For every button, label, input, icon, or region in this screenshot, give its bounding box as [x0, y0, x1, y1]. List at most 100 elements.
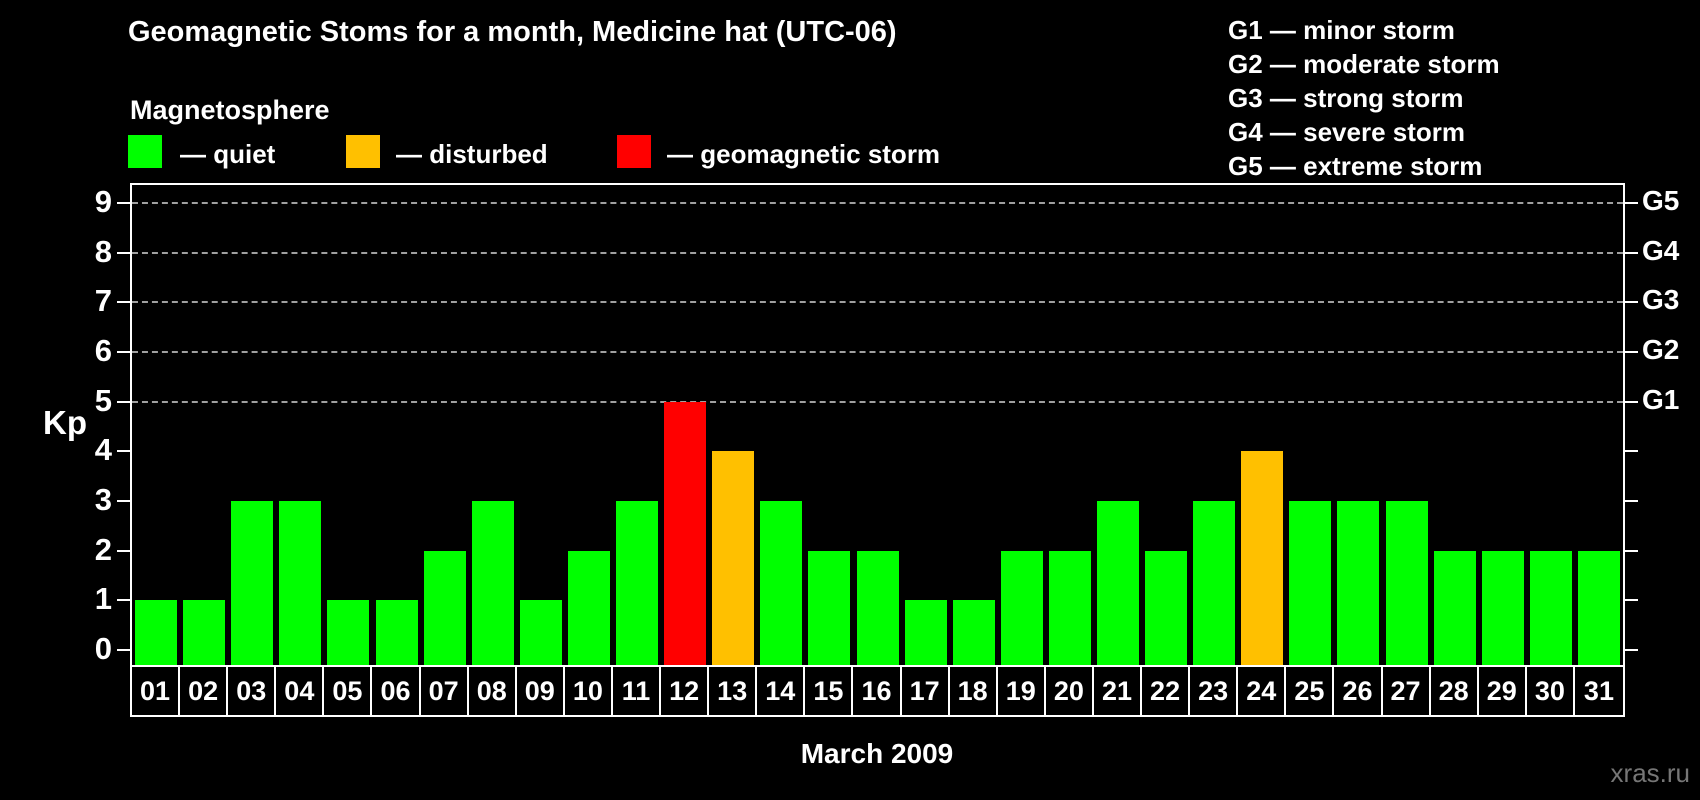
kp-bar-day11	[616, 501, 659, 665]
kp-bar-day16	[856, 550, 899, 665]
left-axis-tick-9	[117, 201, 130, 204]
legend-label-quiet: — quiet	[180, 139, 276, 169]
day-cell-28: 28	[1430, 667, 1479, 715]
right-axis-tick-5	[1625, 400, 1638, 403]
day-cell-05: 05	[324, 667, 373, 715]
left-axis-tick-3	[117, 499, 130, 502]
left-axis-tick-4	[117, 450, 130, 453]
kp-bar-day24	[1241, 451, 1284, 665]
kp-bar-day18	[952, 600, 995, 665]
x-axis-day-row: 01 02 03 04 05 06 07 08 09 10 11 12 13 14 15 16 17 18 19 20…	[130, 665, 1625, 717]
y-axis-title: Kp	[43, 404, 87, 441]
day-cell-04: 04	[276, 667, 325, 715]
right-axis-tick-1	[1625, 599, 1638, 602]
kp-bar-day04	[279, 501, 322, 665]
left-axis-tick-6	[117, 350, 130, 353]
day-cell-26: 26	[1334, 667, 1383, 715]
day-cell-12: 12	[661, 667, 710, 715]
right-axis-label-G4: G4	[1642, 234, 1680, 266]
day-cell-13: 13	[709, 667, 758, 715]
kp-bar-day13	[712, 451, 755, 665]
day-cell-21: 21	[1093, 667, 1143, 715]
kp-bar-day30	[1529, 550, 1572, 665]
left-axis-tick-0	[117, 649, 130, 651]
kp-bar-day09	[519, 600, 562, 665]
kp-bar-day10	[567, 550, 610, 665]
legend-swatch-quiet	[128, 135, 162, 168]
watermark: xras.ru	[1610, 758, 1690, 788]
day-cell-29: 29	[1478, 667, 1527, 715]
legend-swatch-storm	[617, 135, 651, 168]
right-axis-tick-9	[1625, 201, 1638, 204]
legend-swatch-disturbed	[346, 135, 380, 168]
day-cell-10: 10	[564, 667, 613, 715]
day-cell-16: 16	[853, 667, 902, 715]
y-axis-label-1: 1	[94, 581, 112, 617]
right-axis-label-G1: G1	[1642, 383, 1680, 415]
y-axis-label-5: 5	[94, 382, 112, 418]
kp-bar-day06	[375, 600, 418, 665]
kp-bar-day23	[1193, 501, 1236, 665]
grid-line-kp8	[132, 251, 1623, 254]
g-legend-line: G2 — moderate storm	[1228, 49, 1500, 79]
kp-bar-day22	[1145, 550, 1188, 665]
right-axis-label-G2: G2	[1642, 333, 1680, 365]
kp-bar-day02	[183, 600, 226, 665]
kp-bar-day20	[1048, 550, 1091, 665]
kp-bar-day01	[135, 600, 178, 665]
day-cell-24: 24	[1238, 667, 1287, 715]
x-axis-title: March 2009	[800, 738, 954, 769]
y-axis-label-8: 8	[94, 233, 112, 269]
day-cell-18: 18	[949, 667, 998, 715]
kp-bar-day19	[1000, 550, 1043, 665]
g-scale-legend: G1 — minor storm G2 — moderate storm G3 — …	[1228, 13, 1500, 183]
g-legend-line: G5 — extreme storm	[1228, 151, 1483, 181]
y-axis-label-0: 0	[94, 631, 112, 666]
g-legend-line: G4 — severe storm	[1228, 117, 1466, 147]
day-cell-19: 19	[997, 667, 1046, 715]
day-cell-25: 25	[1286, 667, 1335, 715]
day-cell-20: 20	[1045, 667, 1094, 715]
y-axis-label-4: 4	[94, 432, 112, 468]
kp-bar-day28	[1433, 550, 1476, 665]
kp-bar-day08	[471, 501, 514, 665]
plot-area	[130, 183, 1625, 667]
kp-bar-day31	[1577, 550, 1620, 665]
y-axis-label-7: 7	[94, 283, 112, 319]
day-cell-11: 11	[612, 667, 662, 715]
grid-line-kp5	[132, 400, 1623, 403]
legend-label-storm: — geomagnetic storm	[667, 139, 941, 169]
grid-line-kp9	[132, 201, 1623, 204]
kp-bar-day07	[423, 550, 466, 665]
day-cell-17: 17	[901, 667, 950, 715]
day-cell-02: 02	[180, 667, 229, 715]
day-cell-22: 22	[1142, 667, 1191, 715]
grid-line-kp7	[132, 301, 1623, 304]
right-axis-label-G5: G5	[1642, 184, 1680, 216]
right-axis-tick-7	[1625, 301, 1638, 304]
day-cell-08: 08	[468, 667, 517, 715]
grid-line-kp6	[132, 350, 1623, 353]
y-axis-label-9: 9	[94, 183, 112, 219]
kp-bar-day05	[327, 600, 370, 665]
g-legend-line: G1 — minor storm	[1228, 15, 1455, 45]
day-cell-07: 07	[420, 667, 469, 715]
right-axis-label-G3: G3	[1642, 284, 1680, 316]
left-axis-tick-7	[117, 301, 130, 304]
kp-bar-day17	[904, 600, 947, 665]
kp-bar-day03	[231, 501, 274, 665]
y-axis-label-6: 6	[94, 332, 112, 368]
left-axis-tick-2	[117, 549, 130, 552]
right-axis-tick-0	[1625, 649, 1638, 651]
kp-bar-day12	[664, 401, 707, 665]
day-cell-23: 23	[1190, 667, 1239, 715]
right-axis-tick-4	[1625, 450, 1638, 453]
day-cell-15: 15	[805, 667, 854, 715]
y-axis-label-2: 2	[94, 531, 112, 567]
day-cell-31: 31	[1574, 667, 1623, 715]
right-axis-tick-8	[1625, 251, 1638, 254]
right-axis-tick-2	[1625, 549, 1638, 552]
right-axis-tick-6	[1625, 350, 1638, 353]
kp-bar-day21	[1096, 501, 1139, 665]
